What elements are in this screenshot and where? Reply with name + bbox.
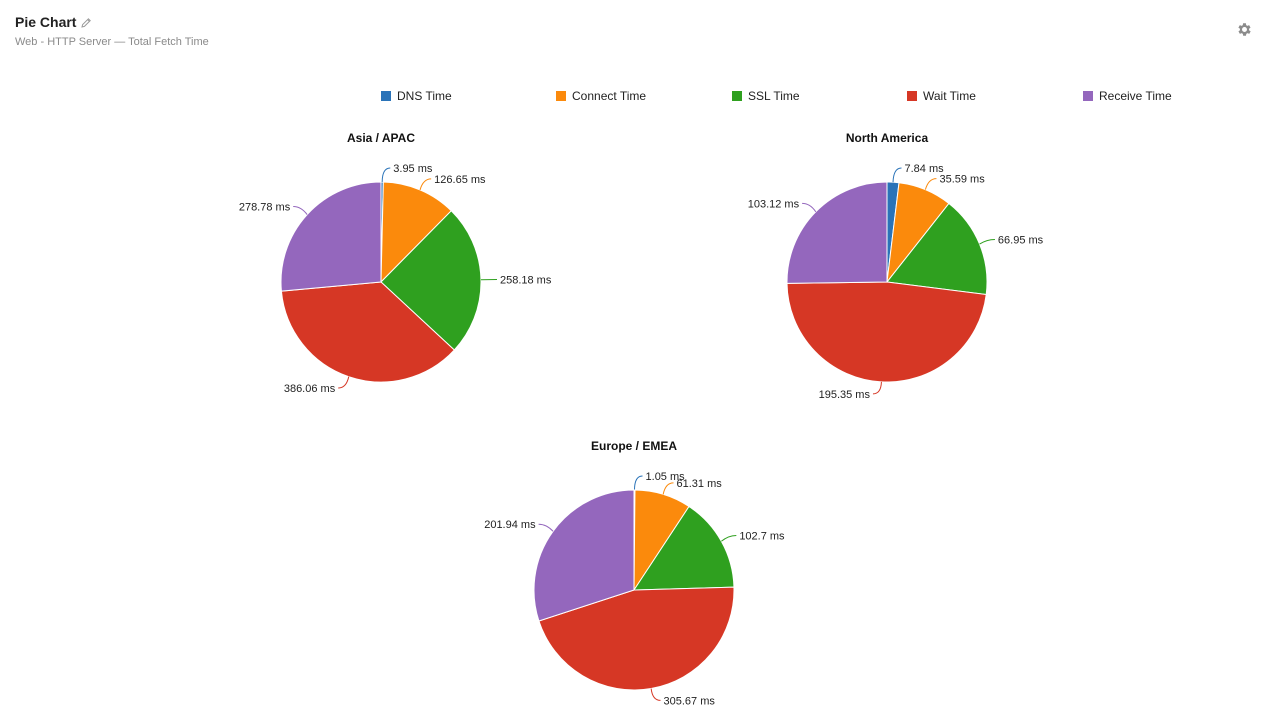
slice-label: 7.84 ms: [905, 163, 945, 175]
legend-swatch: [556, 91, 566, 101]
slice-label: 278.78 ms: [239, 202, 291, 214]
pie-slice-wait-time[interactable]: [786, 281, 987, 383]
legend-swatch: [1083, 91, 1093, 101]
legend-item-receive-time[interactable]: Receive Time: [1083, 89, 1172, 103]
title-row: Pie Chart: [15, 14, 209, 30]
slice-leader-line: [633, 475, 643, 491]
slice-leader-line: [872, 381, 882, 395]
slice-leader-line: [979, 239, 995, 245]
legend-swatch: [907, 91, 917, 101]
legend-item-ssl-time[interactable]: SSL Time: [732, 89, 800, 103]
slice-label: 61.31 ms: [677, 478, 723, 490]
pie-slice-ssl-time[interactable]: [886, 202, 988, 296]
slice-leader-line: [293, 206, 308, 215]
legend-label: DNS Time: [397, 89, 452, 103]
slice-label: 258.18 ms: [500, 275, 552, 287]
legend-label: SSL Time: [748, 89, 800, 103]
slice-label: 66.95 ms: [998, 235, 1044, 247]
slice-label: 3.95 ms: [393, 163, 433, 175]
pie-title: North America: [846, 131, 929, 145]
legend-label: Wait Time: [923, 89, 976, 103]
slice-label: 195.35 ms: [819, 389, 871, 401]
slice-leader-line: [662, 482, 674, 495]
legend-swatch: [732, 91, 742, 101]
slice-label: 103.12 ms: [748, 198, 800, 210]
slice-leader-line: [419, 178, 432, 191]
slice-leader-line: [892, 167, 902, 183]
slice-label: 102.7 ms: [739, 530, 785, 542]
slice-label: 35.59 ms: [939, 174, 985, 186]
chart-header: Pie Chart Web - HTTP Server — Total Fetc…: [15, 14, 209, 48]
pie-slice-receive-time[interactable]: [786, 181, 888, 284]
slice-leader-line: [924, 178, 937, 190]
pie-slice-ssl-time[interactable]: [380, 210, 482, 351]
pencil-icon[interactable]: [80, 16, 92, 28]
slice-leader-line: [381, 167, 391, 183]
pie-title: Europe / EMEA: [591, 439, 677, 453]
pie-slice-wait-time[interactable]: [538, 586, 735, 691]
slice-label: 126.65 ms: [434, 174, 486, 186]
slice-leader-line: [338, 376, 350, 389]
legend-swatch: [381, 91, 391, 101]
chart-legend: DNS Time Connect Time SSL Time Wait Time…: [0, 89, 1270, 105]
slice-leader-line: [721, 534, 737, 542]
pie-slice-receive-time[interactable]: [533, 489, 635, 622]
slice-leader-line: [802, 202, 817, 213]
legend-label: Connect Time: [572, 89, 647, 103]
slice-leader-line: [538, 523, 554, 532]
slice-label: 201.94 ms: [484, 519, 536, 531]
slice-leader-line: [650, 688, 661, 701]
pie-title: Asia / APAC: [347, 131, 415, 145]
slice-label: 305.67 ms: [664, 695, 716, 707]
legend-item-wait-time[interactable]: Wait Time: [907, 89, 976, 103]
pie-slice-connect-time[interactable]: [380, 181, 452, 284]
page-title: Pie Chart: [15, 14, 77, 30]
slice-label: 1.05 ms: [646, 471, 686, 483]
slice-label: 386.06 ms: [284, 383, 336, 395]
legend-item-connect-time[interactable]: Connect Time: [556, 89, 646, 103]
legend-item-dns-time[interactable]: DNS Time: [381, 89, 452, 103]
chart-subtitle: Web - HTTP Server — Total Fetch Time: [15, 36, 209, 48]
gear-icon[interactable]: [1236, 21, 1253, 38]
legend-label: Receive Time: [1099, 89, 1172, 103]
pie-slice-receive-time[interactable]: [280, 181, 382, 292]
